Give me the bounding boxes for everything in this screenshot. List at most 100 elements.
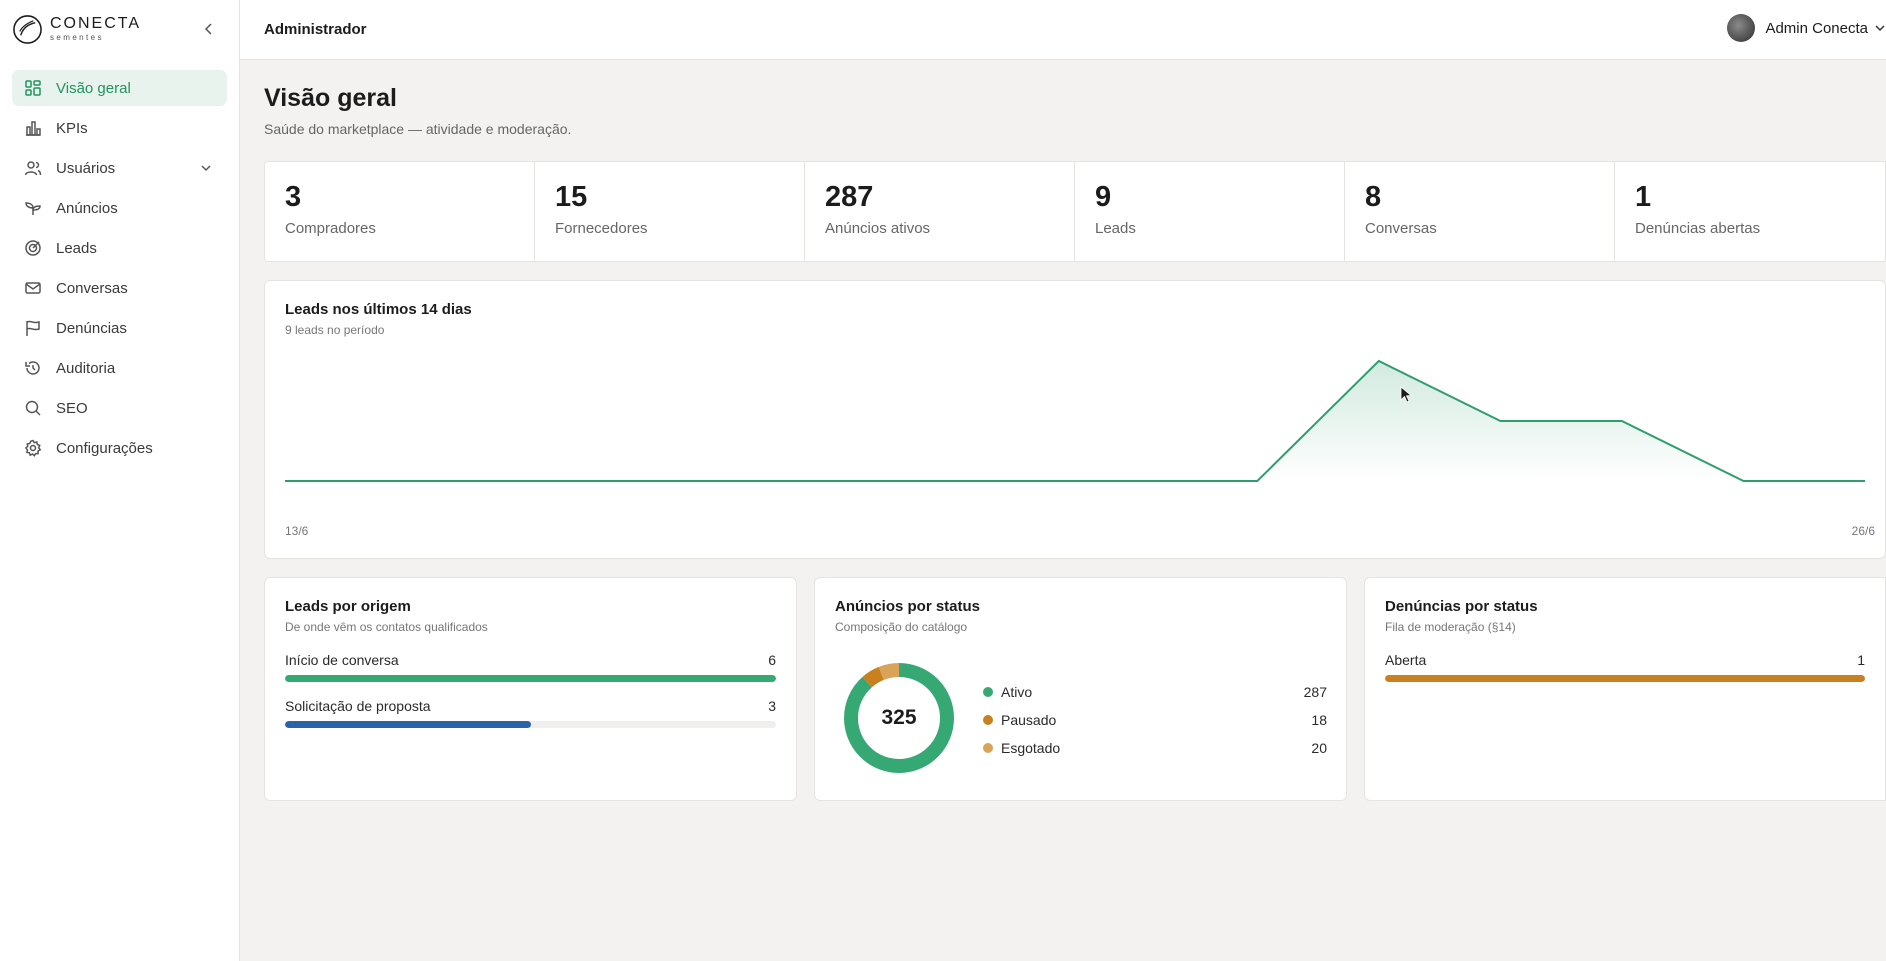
donut-slice-esgotado (844, 663, 954, 773)
bar-value: 3 (768, 698, 776, 714)
bar-fill (1385, 675, 1865, 682)
legend-item-pausado: Pausado 18 (983, 706, 1327, 734)
sidebar-item-label: Leads (56, 239, 97, 257)
sidebar-item-label: Visão geral (56, 79, 131, 97)
chevron-down-icon[interactable] (199, 161, 213, 175)
legend-label: Ativo (1001, 684, 1033, 700)
sidebar-item-label: KPIs (56, 119, 88, 137)
main-content: Visão geral Saúde do marketplace — ativi… (264, 60, 1886, 801)
stat-value: 287 (825, 181, 874, 213)
sidebar-item-configuracoes[interactable]: Configurações (12, 430, 227, 466)
bar-value: 6 (768, 652, 776, 668)
gear-icon (24, 439, 42, 457)
chart-subtitle: 9 leads no período (285, 323, 385, 337)
stat-compradores: 3 Compradores (265, 162, 535, 261)
leads-area-chart (285, 359, 1865, 482)
card-title: Anúncios por status (835, 598, 981, 615)
avatar (1727, 14, 1756, 42)
status-donut-chart: 325 (841, 660, 957, 776)
legend-label: Esgotado (1001, 740, 1061, 756)
users-icon (24, 159, 42, 177)
bar-fill (285, 675, 776, 682)
reports-by-status-card: Denúncias por status Fila de moderação (… (1364, 577, 1886, 801)
leads-chart-card: Leads nos últimos 14 dias 9 leads no per… (264, 280, 1886, 559)
report-row-aberta: Aberta 1 (1385, 652, 1865, 682)
dashboard-grid-icon (24, 79, 42, 97)
stat-value: 15 (555, 181, 588, 213)
bottom-cards-row: Leads por origem De onde vêm os contatos… (264, 577, 1886, 801)
sidebar-item-conversas[interactable]: Conversas (12, 270, 227, 306)
card-subtitle: Fila de moderação (§14) (1385, 620, 1516, 634)
stat-anuncios-ativos: 287 Anúncios ativos (805, 162, 1075, 261)
target-icon (24, 239, 42, 257)
legend-value: 287 (1303, 684, 1327, 700)
donut-total: 325 (881, 706, 917, 729)
origin-row-inicio-conversa: Início de conversa 6 (285, 652, 776, 682)
chevron-down-icon (1875, 25, 1885, 32)
brand-tagline: sementes (50, 33, 104, 42)
stat-value: 8 (1365, 181, 1382, 213)
bar-chart-icon (24, 119, 42, 137)
bar-fill (285, 721, 531, 728)
bar-value: 1 (1857, 652, 1865, 668)
page-subtitle: Saúde do marketplace — atividade e moder… (264, 121, 572, 137)
donut-legend: Ativo 287 Pausado 18 Esgotado 20 (983, 678, 1327, 762)
sidebar-item-visao-geral[interactable]: Visão geral (12, 70, 227, 106)
leads-by-origin-card: Leads por origem De onde vêm os contatos… (264, 577, 797, 801)
legend-value: 18 (1311, 712, 1327, 728)
legend-dot (983, 743, 993, 753)
page-title: Visão geral (264, 84, 397, 112)
sidebar-item-denuncias[interactable]: Denúncias (12, 310, 227, 346)
sidebar-nav: Visão geral KPIs Usuários Anúncios Le (0, 58, 239, 466)
header-role-label: Administrador (264, 21, 367, 38)
sidebar-item-label: SEO (56, 399, 88, 417)
chevron-left-icon (204, 23, 212, 35)
history-icon (24, 359, 42, 377)
sidebar-item-seo[interactable]: SEO (12, 390, 227, 426)
mail-icon (24, 279, 42, 297)
sidebar-item-label: Denúncias (56, 319, 127, 337)
legend-item-ativo: Ativo 287 (983, 678, 1327, 706)
collapse-sidebar-button[interactable] (199, 19, 219, 39)
ads-by-status-card: Anúncios por status Composição do catálo… (814, 577, 1347, 801)
x-axis-start-label: 13/6 (285, 524, 309, 538)
brand-name: CONECTA (50, 15, 142, 32)
logo-text: CONECTA sementes (50, 16, 141, 42)
stat-value: 3 (285, 181, 302, 213)
flag-icon (24, 319, 42, 337)
sidebar-item-anuncios[interactable]: Anúncios (12, 190, 227, 226)
stat-denuncias-abertas: 1 Denúncias abertas (1615, 162, 1885, 261)
card-title: Leads por origem (285, 598, 411, 615)
sidebar-item-auditoria[interactable]: Auditoria (12, 350, 227, 386)
chart-area-fill (285, 361, 1865, 481)
stat-value: 1 (1635, 181, 1652, 213)
stat-value: 9 (1095, 181, 1112, 213)
bar-track (285, 721, 776, 728)
conecta-logo-icon (13, 14, 42, 44)
sidebar-item-label: Conversas (56, 279, 128, 297)
bar-track (1385, 675, 1865, 682)
topbar: Administrador Admin Conecta (240, 0, 1886, 60)
sidebar-item-label: Usuários (56, 159, 116, 177)
chart-title: Leads nos últimos 14 dias (285, 301, 472, 318)
origin-row-solicitacao-proposta: Solicitação de proposta 3 (285, 698, 776, 728)
bar-label: Solicitação de proposta (285, 698, 431, 714)
sidebar: CONECTA sementes Visão geral KPIs Usuári… (0, 0, 240, 961)
legend-value: 20 (1311, 740, 1327, 756)
sidebar-item-label: Auditoria (56, 359, 116, 377)
search-icon (24, 399, 42, 417)
stat-label: Fornecedores (555, 219, 648, 237)
sidebar-item-usuarios[interactable]: Usuários (12, 150, 227, 186)
stat-label: Conversas (1365, 219, 1437, 237)
user-menu-button[interactable]: Admin Conecta (1727, 14, 1886, 42)
sprout-icon (24, 199, 42, 217)
user-name: Admin Conecta (1765, 19, 1868, 37)
sidebar-item-kpis[interactable]: KPIs (12, 110, 227, 146)
stat-label: Leads (1095, 219, 1136, 237)
legend-dot (983, 715, 993, 725)
sidebar-item-leads[interactable]: Leads (12, 230, 227, 266)
legend-dot (983, 687, 993, 697)
logo[interactable]: CONECTA sementes (0, 0, 239, 58)
stat-label: Anúncios ativos (825, 219, 931, 237)
mouse-cursor-icon (1400, 386, 1412, 403)
